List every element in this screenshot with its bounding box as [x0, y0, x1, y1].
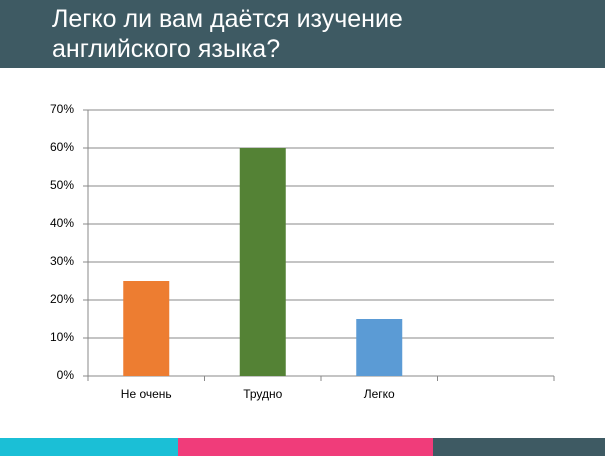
chart-title: Легко ли вам даётся изучение английского…: [52, 5, 403, 63]
x-tick-label: Легко: [364, 387, 395, 401]
y-tick-label: 30%: [50, 254, 74, 268]
chart: 0% 10% 20% 30% 40% 50% 60% 70% Не очень Трудно Лег…: [50, 102, 555, 401]
x-tick-label: Не очень: [121, 387, 172, 401]
y-tick-label: 40%: [50, 216, 74, 230]
stripe: [178, 438, 433, 456]
bar: [356, 319, 403, 376]
y-tick-label: 20%: [50, 292, 74, 306]
stripe: [0, 438, 178, 456]
y-tick-label: 50%: [50, 178, 74, 192]
y-tick-label: 10%: [50, 330, 74, 344]
y-tick-label: 0%: [57, 368, 75, 382]
bar: [123, 281, 170, 376]
y-tick-label: 60%: [50, 140, 74, 154]
x-tick-label: Трудно: [243, 387, 282, 401]
y-tick-label: 70%: [50, 102, 74, 116]
stripe: [433, 438, 605, 456]
bar: [239, 148, 286, 376]
header-band: Легко ли вам даётся изучение английского…: [0, 0, 605, 68]
